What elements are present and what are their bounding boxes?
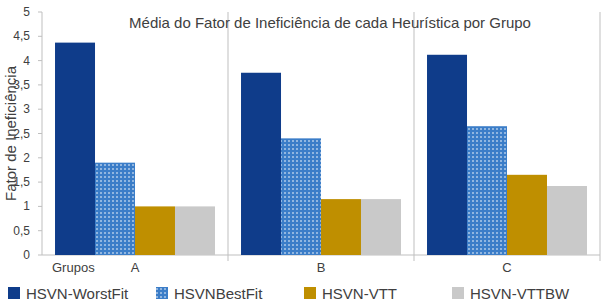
legend-swatch bbox=[452, 287, 464, 299]
x-axis-label: Grupos bbox=[52, 260, 95, 275]
y-tick-label: 0,5 bbox=[13, 224, 30, 238]
y-tick-label: 2 bbox=[23, 151, 30, 165]
x-tick-label: A bbox=[131, 260, 140, 275]
y-tick bbox=[38, 36, 42, 37]
bar bbox=[95, 163, 135, 255]
y-tick bbox=[38, 133, 42, 134]
y-tick-label: 5 bbox=[23, 5, 30, 19]
legend-label: HSVN-WorstFit bbox=[26, 285, 129, 302]
y-tick-label: 4 bbox=[23, 54, 30, 68]
category-separator bbox=[414, 12, 415, 261]
y-tick bbox=[38, 84, 42, 85]
y-tick bbox=[38, 206, 42, 207]
y-tick bbox=[38, 255, 42, 256]
chart: 00,511,522,533,544,55ABCGruposMédia do F… bbox=[0, 0, 606, 307]
bar bbox=[507, 175, 547, 255]
y-axis bbox=[42, 12, 43, 255]
y-tick bbox=[38, 230, 42, 231]
bar bbox=[427, 55, 467, 255]
bar bbox=[135, 206, 175, 255]
legend-label: HSVN-VTTBW bbox=[470, 285, 570, 302]
y-tick bbox=[38, 12, 42, 13]
legend-swatch bbox=[156, 287, 168, 299]
category-separator bbox=[600, 12, 601, 261]
y-tick bbox=[38, 109, 42, 110]
legend-swatch bbox=[8, 287, 20, 299]
bar bbox=[321, 199, 361, 255]
category-separator bbox=[228, 12, 229, 261]
x-tick-label: B bbox=[317, 260, 326, 275]
legend-label: HSVN-VTT bbox=[322, 285, 397, 302]
bars bbox=[55, 43, 587, 255]
bar bbox=[467, 126, 507, 255]
y-tick-label: 0 bbox=[23, 248, 30, 262]
background bbox=[0, 0, 606, 307]
bar bbox=[361, 199, 401, 255]
bar bbox=[547, 186, 587, 255]
bar bbox=[55, 43, 95, 255]
y-tick bbox=[38, 182, 42, 183]
x-tick-label: C bbox=[502, 260, 511, 275]
bar bbox=[175, 206, 215, 255]
bar bbox=[281, 138, 321, 255]
y-tick bbox=[38, 60, 42, 61]
y-axis-label: Fator de Ineficiência bbox=[2, 65, 19, 201]
legend-label: HSVNBestFit bbox=[174, 285, 263, 302]
title: Média do Fator de Ineficiência de cada H… bbox=[129, 14, 531, 31]
y-tick-label: 4,5 bbox=[13, 29, 30, 43]
y-tick-label: 3 bbox=[23, 102, 30, 116]
y-tick bbox=[38, 157, 42, 158]
legend-swatch bbox=[304, 287, 316, 299]
bar bbox=[241, 73, 281, 255]
y-tick-label: 1 bbox=[23, 199, 30, 213]
